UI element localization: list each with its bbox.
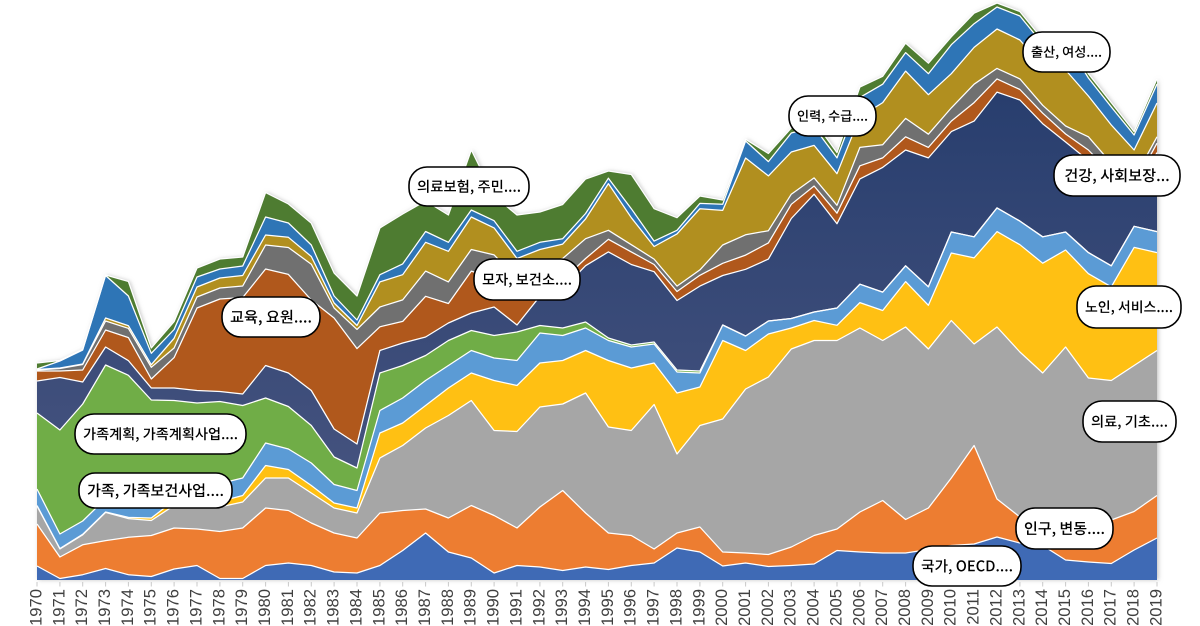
svg-text:2017: 2017 (1101, 589, 1120, 626)
svg-text:2011: 2011 (963, 589, 982, 625)
svg-text:2002: 2002 (758, 589, 777, 626)
svg-text:1999: 1999 (689, 589, 708, 626)
svg-text:1973: 1973 (95, 589, 114, 626)
svg-text:1979: 1979 (232, 589, 251, 626)
svg-text:1980: 1980 (255, 589, 274, 626)
svg-text:2009: 2009 (918, 589, 937, 626)
svg-text:1993: 1993 (552, 589, 571, 626)
svg-text:2010: 2010 (941, 589, 960, 626)
svg-text:2015: 2015 (1055, 589, 1074, 626)
svg-text:2014: 2014 (1032, 589, 1051, 626)
svg-text:2016: 2016 (1078, 589, 1097, 626)
svg-text:2005: 2005 (826, 589, 845, 626)
svg-text:1998: 1998 (666, 589, 685, 626)
svg-text:2006: 2006 (849, 589, 868, 626)
svg-text:2007: 2007 (872, 589, 891, 626)
svg-text:1992: 1992 (529, 589, 548, 626)
svg-text:1997: 1997 (643, 589, 662, 626)
svg-text:2008: 2008 (895, 589, 914, 626)
svg-text:1971: 1971 (49, 589, 68, 626)
svg-text:2018: 2018 (1123, 589, 1142, 626)
svg-text:1974: 1974 (118, 589, 137, 626)
svg-text:2001: 2001 (735, 589, 754, 626)
svg-text:1981: 1981 (278, 589, 297, 626)
svg-text:1975: 1975 (141, 589, 160, 626)
svg-text:1994: 1994 (575, 589, 594, 626)
svg-text:1982: 1982 (301, 589, 320, 626)
svg-text:1983: 1983 (323, 589, 342, 626)
svg-text:1996: 1996 (621, 589, 640, 626)
svg-text:1988: 1988 (438, 589, 457, 626)
svg-text:1995: 1995 (598, 589, 617, 626)
svg-text:1977: 1977 (186, 589, 205, 626)
svg-text:1972: 1972 (72, 589, 91, 626)
svg-text:1970: 1970 (26, 589, 45, 626)
svg-text:1976: 1976 (163, 589, 182, 626)
svg-text:1985: 1985 (369, 589, 388, 626)
svg-text:2019: 2019 (1146, 589, 1165, 626)
svg-text:2004: 2004 (803, 589, 822, 626)
svg-text:1978: 1978 (209, 589, 228, 626)
svg-text:2000: 2000 (712, 589, 731, 626)
svg-text:2013: 2013 (1009, 589, 1028, 626)
svg-text:1989: 1989 (461, 589, 480, 626)
svg-text:1987: 1987 (415, 589, 434, 626)
svg-text:1986: 1986 (392, 589, 411, 626)
svg-text:2003: 2003 (781, 589, 800, 626)
svg-text:1990: 1990 (483, 589, 502, 626)
svg-text:2012: 2012 (986, 589, 1005, 626)
svg-text:1984: 1984 (346, 589, 365, 626)
svg-text:1991: 1991 (506, 589, 525, 626)
